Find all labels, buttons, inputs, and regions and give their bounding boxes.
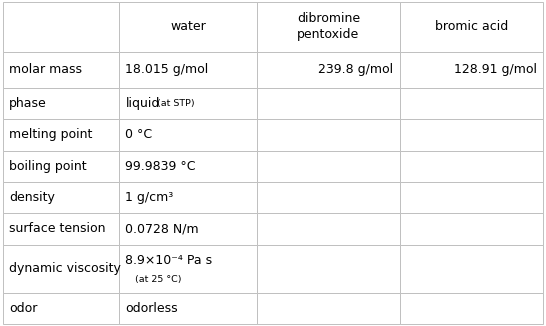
Text: water: water <box>170 20 206 33</box>
Text: dibromine
pentoxide: dibromine pentoxide <box>297 12 360 41</box>
Bar <box>119 52 257 88</box>
Bar <box>3 119 119 151</box>
Text: liquid: liquid <box>126 97 160 110</box>
Text: density: density <box>9 191 55 204</box>
Bar <box>119 2 257 52</box>
Bar <box>119 119 257 151</box>
Bar <box>400 151 543 182</box>
Text: bromic acid: bromic acid <box>435 20 508 33</box>
Bar <box>3 245 119 293</box>
Text: 8.9×10⁻⁴ Pa s: 8.9×10⁻⁴ Pa s <box>126 254 212 267</box>
Bar <box>400 88 543 119</box>
Bar <box>400 119 543 151</box>
Bar <box>119 151 257 182</box>
Text: dynamic viscosity: dynamic viscosity <box>9 262 121 275</box>
Bar <box>257 213 400 245</box>
Bar <box>400 52 543 88</box>
Text: melting point: melting point <box>9 128 93 141</box>
Bar <box>400 2 543 52</box>
Bar <box>257 293 400 324</box>
Text: 99.9839 °C: 99.9839 °C <box>126 160 196 173</box>
Text: (at STP): (at STP) <box>157 99 195 108</box>
Text: odor: odor <box>9 302 38 315</box>
Bar <box>400 182 543 213</box>
Bar <box>257 245 400 293</box>
Text: surface tension: surface tension <box>9 223 106 235</box>
Text: odorless: odorless <box>126 302 178 315</box>
Text: boiling point: boiling point <box>9 160 87 173</box>
Bar <box>257 119 400 151</box>
Bar <box>119 88 257 119</box>
Bar <box>119 182 257 213</box>
Bar <box>3 293 119 324</box>
Bar <box>400 213 543 245</box>
Text: molar mass: molar mass <box>9 63 82 76</box>
Bar <box>119 213 257 245</box>
Text: 0 °C: 0 °C <box>126 128 153 141</box>
Bar <box>257 182 400 213</box>
Text: phase: phase <box>9 97 47 110</box>
Bar <box>3 52 119 88</box>
Bar <box>3 182 119 213</box>
Text: 1 g/cm³: 1 g/cm³ <box>126 191 174 204</box>
Text: 239.8 g/mol: 239.8 g/mol <box>318 63 394 76</box>
Text: 128.91 g/mol: 128.91 g/mol <box>454 63 537 76</box>
Bar <box>3 151 119 182</box>
Bar <box>257 2 400 52</box>
Text: (at 25 °C): (at 25 °C) <box>135 275 182 284</box>
Bar <box>257 52 400 88</box>
Bar <box>3 213 119 245</box>
Bar <box>3 88 119 119</box>
Bar <box>400 293 543 324</box>
Bar <box>119 245 257 293</box>
Bar <box>257 151 400 182</box>
Bar <box>400 245 543 293</box>
Bar <box>119 293 257 324</box>
Text: 0.0728 N/m: 0.0728 N/m <box>126 223 199 235</box>
Bar <box>257 88 400 119</box>
Bar <box>3 2 119 52</box>
Text: 18.015 g/mol: 18.015 g/mol <box>126 63 209 76</box>
